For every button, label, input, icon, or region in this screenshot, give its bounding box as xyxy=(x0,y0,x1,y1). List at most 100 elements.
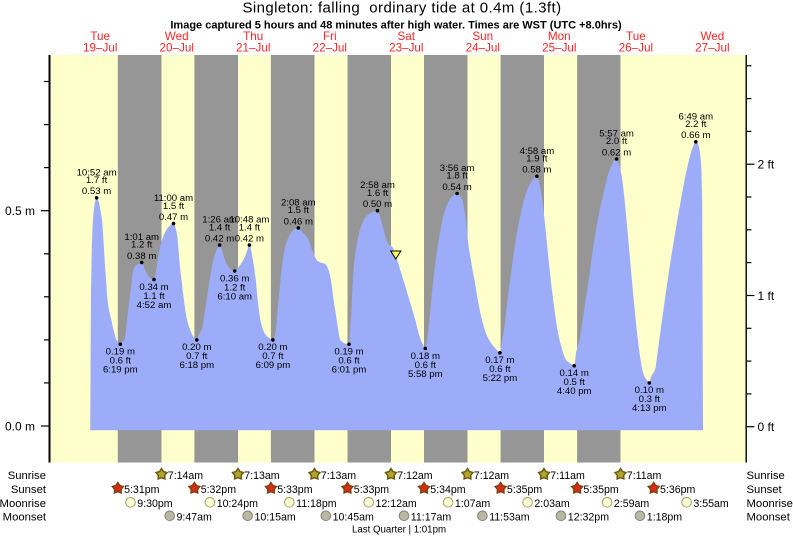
svg-text:2:59am: 2:59am xyxy=(614,498,650,510)
svg-text:Sunrise: Sunrise xyxy=(747,470,785,482)
svg-text:0.17 m: 0.17 m xyxy=(485,355,514,366)
svg-text:7:12am: 7:12am xyxy=(397,470,433,482)
svg-text:0.3 ft: 0.3 ft xyxy=(639,394,661,405)
svg-text:3:56 am: 3:56 am xyxy=(440,163,475,174)
svg-text:12:12am: 12:12am xyxy=(376,498,417,510)
svg-text:11:53am: 11:53am xyxy=(489,511,530,523)
svg-text:0.42 m: 0.42 m xyxy=(235,234,264,245)
svg-text:22–Jul: 22–Jul xyxy=(313,42,347,55)
svg-text:0.34 m: 0.34 m xyxy=(139,282,168,293)
svg-text:1.4 ft: 1.4 ft xyxy=(209,222,231,233)
svg-text:0.42 m: 0.42 m xyxy=(205,234,234,245)
svg-text:Mon: Mon xyxy=(548,30,571,43)
svg-text:0.10 m: 0.10 m xyxy=(635,385,664,396)
svg-text:0.6 ft: 0.6 ft xyxy=(110,356,132,367)
svg-text:6:09 pm: 6:09 pm xyxy=(256,360,291,371)
svg-text:11:00 am: 11:00 am xyxy=(154,193,193,204)
svg-text:4:13 pm: 4:13 pm xyxy=(632,403,667,414)
svg-text:Moonrise: Moonrise xyxy=(0,498,46,510)
svg-text:4:52 am: 4:52 am xyxy=(137,300,172,311)
svg-text:4:58 am: 4:58 am xyxy=(520,146,555,157)
svg-text:0.50 m: 0.50 m xyxy=(363,199,392,210)
svg-text:0 ft: 0 ft xyxy=(758,420,775,434)
svg-text:0.38 m: 0.38 m xyxy=(127,251,156,262)
svg-text:5:35pm: 5:35pm xyxy=(583,484,619,496)
svg-text:6:01 pm: 6:01 pm xyxy=(332,365,367,376)
svg-text:21–Jul: 21–Jul xyxy=(236,42,270,55)
svg-text:1.5 ft: 1.5 ft xyxy=(288,205,310,216)
svg-text:5:34pm: 5:34pm xyxy=(430,484,466,496)
svg-text:Tue: Tue xyxy=(90,30,110,43)
svg-text:0.0 m: 0.0 m xyxy=(5,419,35,433)
svg-text:Sunrise: Sunrise xyxy=(8,470,46,482)
svg-text:5:58 pm: 5:58 pm xyxy=(408,369,443,380)
svg-text:Thu: Thu xyxy=(243,30,263,43)
svg-text:2.2 ft: 2.2 ft xyxy=(685,119,707,130)
svg-text:Fri: Fri xyxy=(323,30,337,43)
svg-text:1:26 am: 1:26 am xyxy=(202,215,237,226)
svg-text:0.66 m: 0.66 m xyxy=(681,130,710,141)
svg-text:1.1 ft: 1.1 ft xyxy=(143,291,165,302)
svg-text:2:08 am: 2:08 am xyxy=(281,197,316,208)
svg-text:0.5 ft: 0.5 ft xyxy=(564,377,586,388)
svg-text:26–Jul: 26–Jul xyxy=(619,42,653,55)
svg-text:0.20 m: 0.20 m xyxy=(258,342,287,353)
svg-text:6:18 pm: 6:18 pm xyxy=(179,360,214,371)
svg-text:5:33pm: 5:33pm xyxy=(354,484,390,496)
svg-text:10:45am: 10:45am xyxy=(333,511,374,523)
svg-text:6:49 am: 6:49 am xyxy=(678,111,713,122)
svg-text:0.62 m: 0.62 m xyxy=(602,147,631,158)
svg-text:7:12am: 7:12am xyxy=(474,470,510,482)
svg-text:Sunset: Sunset xyxy=(11,484,47,496)
svg-text:1 ft: 1 ft xyxy=(758,289,775,303)
svg-text:7:13am: 7:13am xyxy=(244,470,280,482)
svg-text:Sunset: Sunset xyxy=(747,484,783,496)
svg-text:1.4 ft: 1.4 ft xyxy=(239,222,261,233)
svg-text:0.18 m: 0.18 m xyxy=(411,351,440,362)
svg-text:0.6 ft: 0.6 ft xyxy=(489,364,511,375)
svg-text:5:33pm: 5:33pm xyxy=(277,484,313,496)
svg-text:1.6 ft: 1.6 ft xyxy=(367,188,389,199)
svg-text:23–Jul: 23–Jul xyxy=(389,42,423,55)
svg-text:25–Jul: 25–Jul xyxy=(542,42,576,55)
svg-text:0.58 m: 0.58 m xyxy=(522,165,551,176)
svg-text:Wed: Wed xyxy=(700,30,724,43)
svg-text:0.54 m: 0.54 m xyxy=(442,182,471,193)
svg-text:5:31pm: 5:31pm xyxy=(124,484,160,496)
svg-text:0.53 m: 0.53 m xyxy=(82,186,111,197)
svg-text:Tue: Tue xyxy=(626,30,646,43)
svg-text:5:57 am: 5:57 am xyxy=(599,129,634,140)
svg-text:Singleton: falling ordinary t: Singleton: falling ordinary tide at 0.4m… xyxy=(242,0,561,17)
svg-text:7:14am: 7:14am xyxy=(168,470,204,482)
svg-text:19–Jul: 19–Jul xyxy=(83,42,117,55)
svg-text:10:48 am: 10:48 am xyxy=(229,215,269,226)
svg-text:5:32pm: 5:32pm xyxy=(201,484,237,496)
svg-text:0.6 ft: 0.6 ft xyxy=(338,356,360,367)
svg-text:6:19 pm: 6:19 pm xyxy=(103,365,138,376)
svg-text:5:36pm: 5:36pm xyxy=(660,484,696,496)
svg-text:2:03am: 2:03am xyxy=(534,498,570,510)
svg-text:2:58 am: 2:58 am xyxy=(360,180,395,191)
svg-text:7:11am: 7:11am xyxy=(627,470,662,482)
svg-text:Wed: Wed xyxy=(165,30,189,43)
svg-text:0.6 ft: 0.6 ft xyxy=(415,360,437,371)
svg-text:0.5 m: 0.5 m xyxy=(5,204,35,218)
svg-text:7:13am: 7:13am xyxy=(321,470,357,482)
svg-text:0.20 m: 0.20 m xyxy=(182,342,211,353)
svg-text:1:07am: 1:07am xyxy=(455,498,491,510)
svg-text:0.7 ft: 0.7 ft xyxy=(262,351,284,362)
svg-text:27–Jul: 27–Jul xyxy=(695,42,729,55)
svg-text:0.14 m: 0.14 m xyxy=(560,368,589,379)
svg-text:9:47am: 9:47am xyxy=(177,511,213,523)
svg-text:12:32pm: 12:32pm xyxy=(568,511,609,523)
svg-text:0.19 m: 0.19 m xyxy=(334,347,363,358)
svg-text:10:24pm: 10:24pm xyxy=(217,498,258,510)
svg-text:1.8 ft: 1.8 ft xyxy=(446,171,468,182)
svg-text:1.2 ft: 1.2 ft xyxy=(224,282,246,293)
svg-text:Moonset: Moonset xyxy=(3,511,47,523)
svg-text:Image captured 5 hours and 48: Image captured 5 hours and 48 minutes af… xyxy=(170,20,622,32)
svg-text:1:01 am: 1:01 am xyxy=(124,232,159,243)
svg-text:0.7 ft: 0.7 ft xyxy=(186,351,208,362)
svg-text:11:17am: 11:17am xyxy=(411,511,452,523)
svg-text:Moonrise: Moonrise xyxy=(747,498,793,510)
